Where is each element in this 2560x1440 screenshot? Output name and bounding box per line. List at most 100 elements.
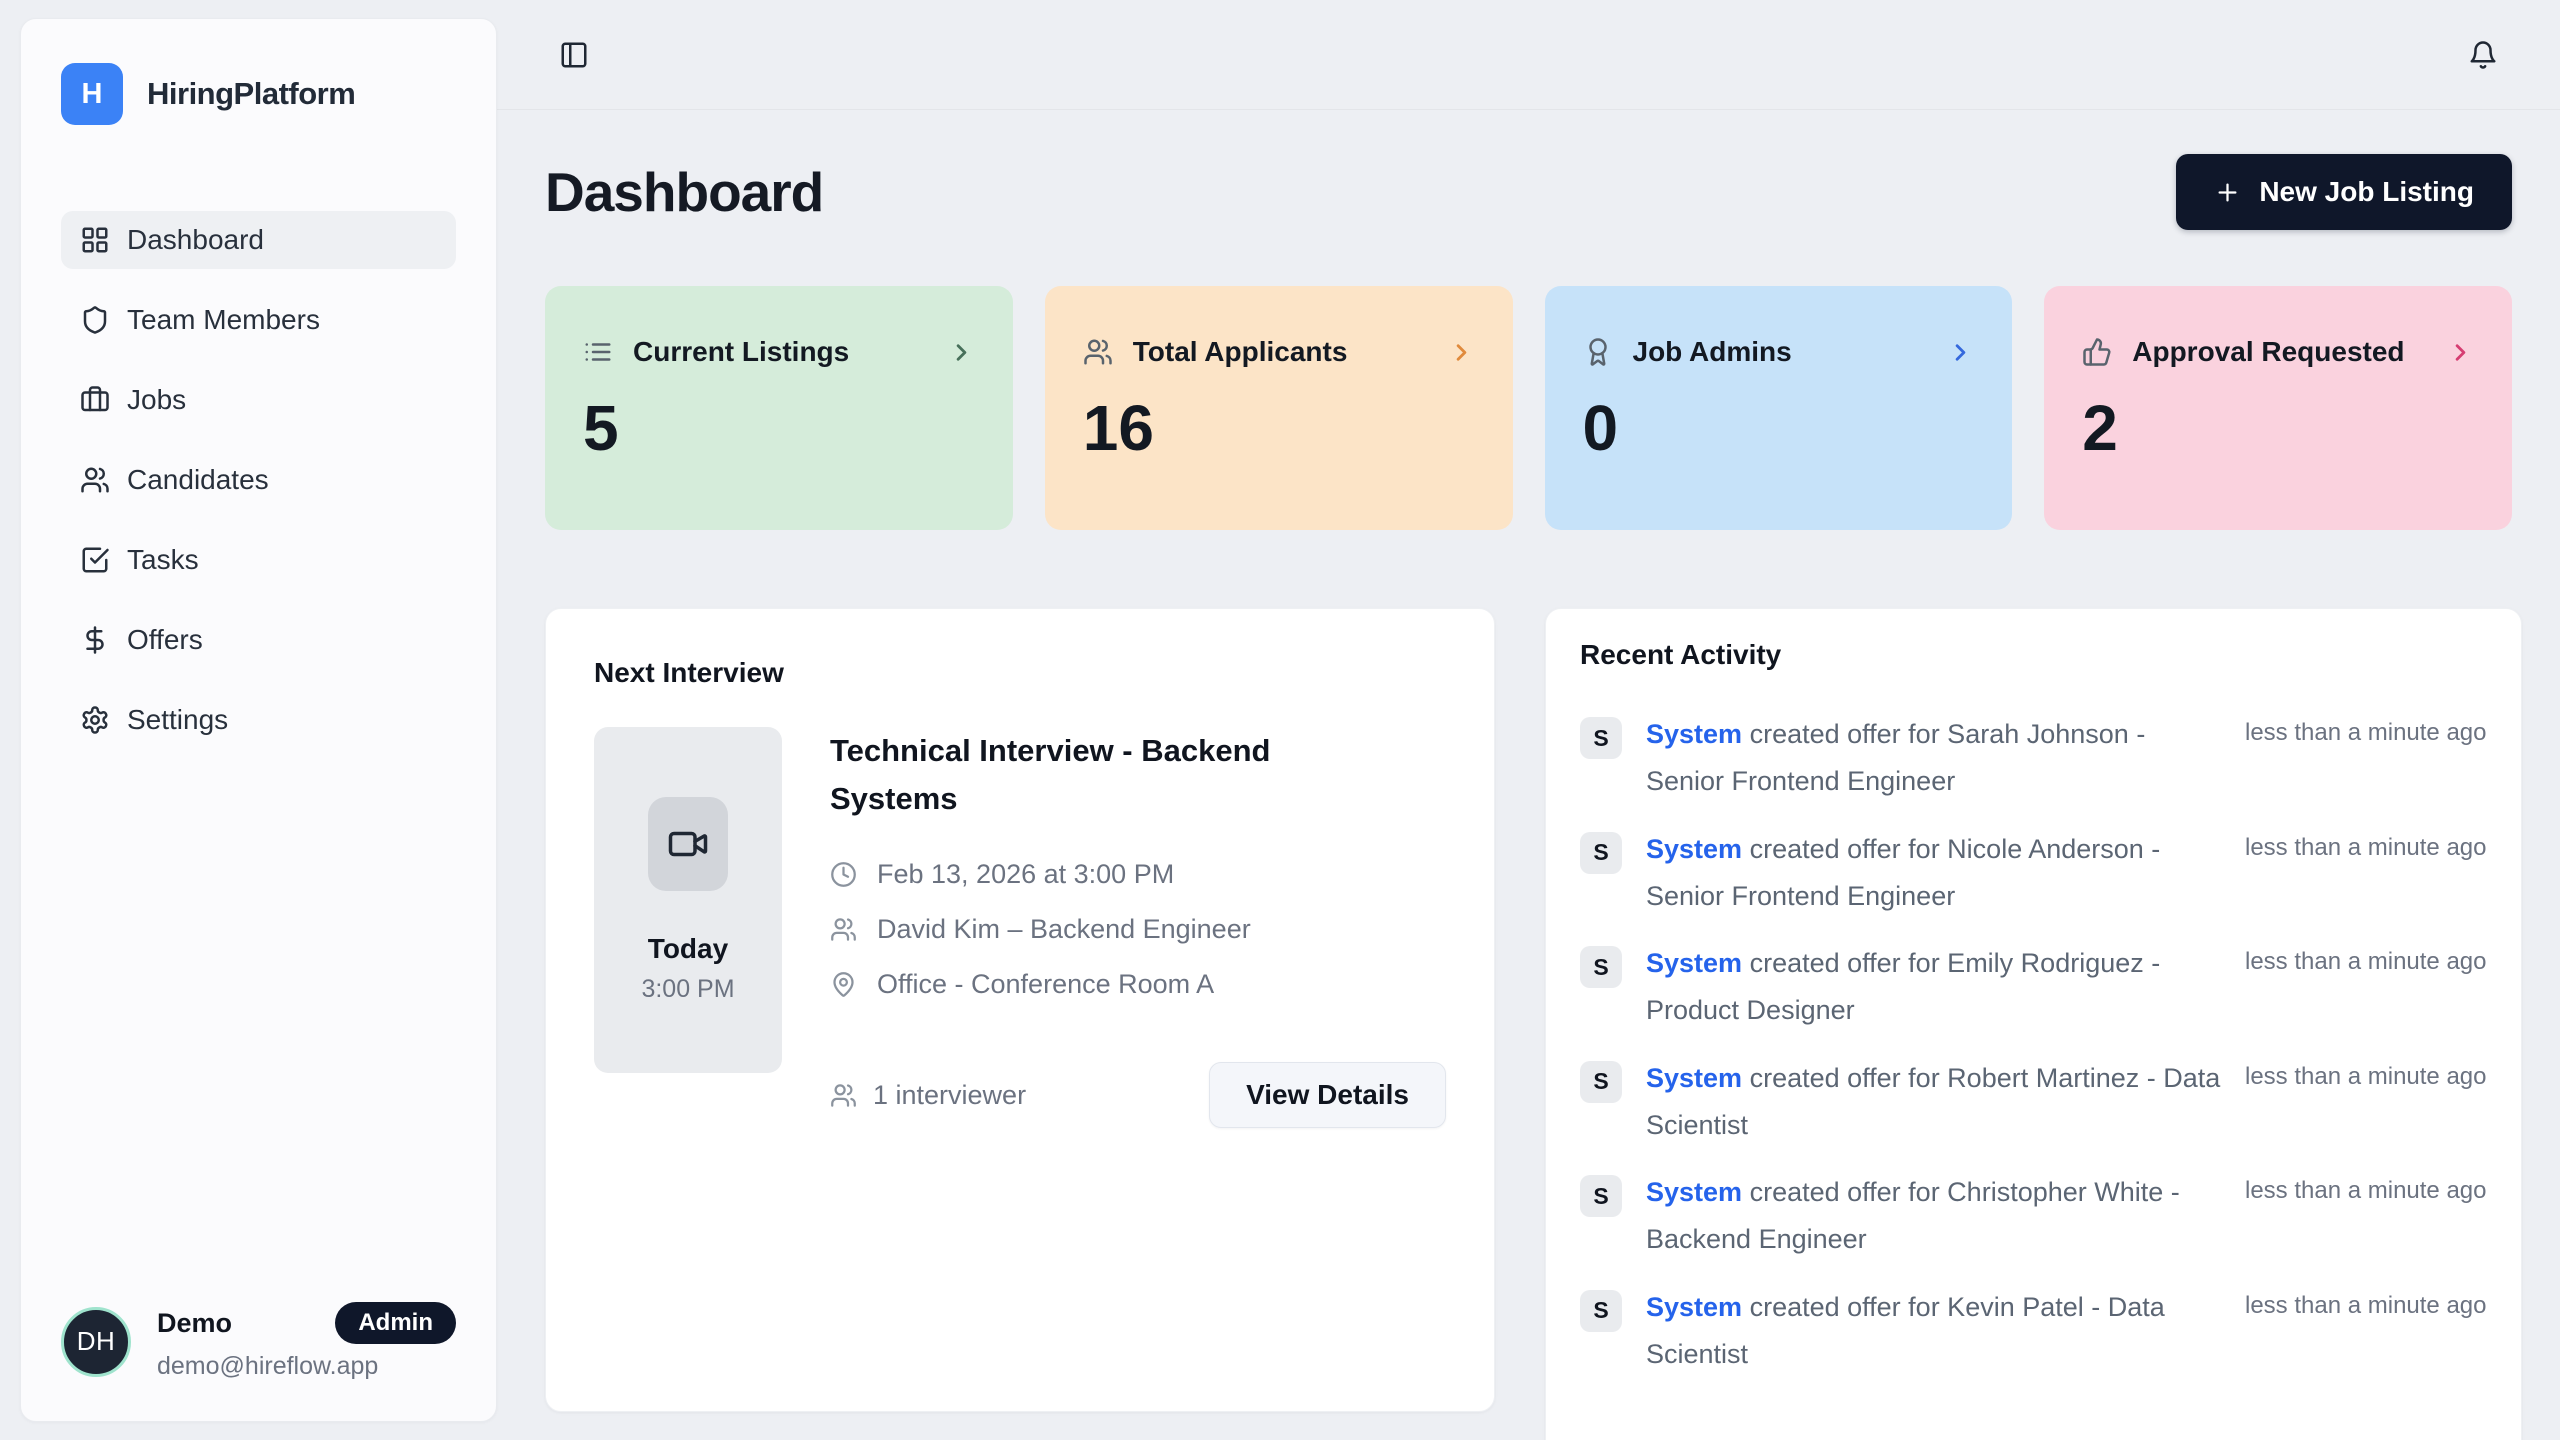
activity-timestamp: less than a minute ago — [2245, 833, 2487, 861]
users-icon — [81, 467, 109, 493]
notifications-button[interactable] — [2454, 26, 2512, 84]
user-email: demo@hireflow.app — [157, 1352, 379, 1380]
activity-item: S System created offer for Kevin Patel -… — [1580, 1289, 2487, 1379]
sidebar-item-jobs[interactable]: Jobs — [61, 371, 456, 429]
sidebar-item-team-members[interactable]: Team Members — [61, 291, 456, 349]
interview-candidate-row: David Kim – Backend Engineer — [830, 914, 1446, 945]
new-job-listing-button[interactable]: New Job Listing — [2176, 154, 2512, 230]
app-name: HiringPlatform — [147, 76, 356, 111]
avatar: DH — [61, 1306, 131, 1377]
activity-item: S System created offer for Robert Martin… — [1580, 1060, 2487, 1150]
bell-icon — [2470, 40, 2496, 69]
activity-timestamp: less than a minute ago — [2245, 719, 2487, 746]
activity-actor-link[interactable]: System — [1646, 1291, 1743, 1322]
interview-datetime-row: Feb 13, 2026 at 3:00 PM — [830, 859, 1446, 890]
activity-timestamp: less than a minute ago — [2245, 1062, 2487, 1090]
next-interview-title: Next Interview — [594, 657, 784, 688]
activity-item: S System created offer for Sarah Johnson… — [1580, 717, 2487, 806]
chevron-right-icon — [948, 339, 975, 366]
interview-time: 3:00 PM — [641, 974, 735, 1003]
stat-label: Approval Requested — [2132, 336, 2405, 367]
sidebar-nav: Dashboard Team Members Jobs Candidates T… — [61, 211, 456, 771]
stat-card-job-admins[interactable]: Job Admins 0 — [1544, 286, 2013, 530]
sidebar-item-label: Jobs — [127, 384, 187, 415]
topbar — [497, 0, 2560, 110]
sidebar: H HiringPlatform Dashboard Team Members … — [20, 18, 497, 1422]
users-icon — [831, 918, 856, 941]
activity-item: S System created offer for Nicole Anders… — [1580, 831, 2487, 921]
layout-grid-icon — [82, 227, 108, 253]
interview-location-row: Office - Conference Room A — [830, 969, 1446, 1000]
sidebar-item-label: Dashboard — [127, 224, 264, 255]
page-title: Dashboard — [545, 161, 824, 223]
users-icon — [831, 1083, 856, 1107]
sidebar-item-label: Team Members — [127, 304, 320, 335]
stat-card-approval-requested[interactable]: Approval Requested 2 — [2044, 286, 2512, 530]
sidebar-item-dashboard[interactable]: Dashboard — [61, 211, 456, 269]
sidebar-item-settings[interactable]: Settings — [61, 691, 456, 749]
activity-avatar: S — [1580, 831, 1622, 874]
stat-value: 16 — [1082, 392, 1154, 464]
award-icon — [1588, 338, 1607, 366]
recent-activity-card: Recent Activity S System created offer f… — [1545, 608, 2522, 1440]
panel-left-icon — [561, 42, 587, 67]
user-profile[interactable]: DH Demo Admin demo@hireflow.app — [61, 1302, 456, 1381]
activity-avatar: S — [1580, 946, 1622, 988]
app-logo-letter: H — [81, 77, 103, 110]
users-icon — [1084, 339, 1112, 365]
plus-icon — [2218, 183, 2237, 201]
interview-day: Today — [647, 932, 729, 964]
interviewer-count: 1 interviewer — [830, 1080, 1026, 1111]
interview-date-tile: Today 3:00 PM — [594, 727, 782, 1073]
view-details-button[interactable]: View Details — [1209, 1062, 1446, 1129]
next-interview-card: Next Interview Today 3:00 PM Technical I… — [545, 608, 1495, 1412]
sidebar-toggle-button[interactable] — [545, 26, 603, 84]
stat-value: 0 — [1582, 392, 1619, 464]
activity-avatar: S — [1580, 717, 1622, 759]
activity-avatar: S — [1580, 1175, 1622, 1217]
sidebar-item-tasks[interactable]: Tasks — [61, 531, 456, 589]
sidebar-item-label: Candidates — [127, 464, 269, 495]
stat-label: Job Admins — [1632, 336, 1792, 367]
activity-action: created offer for Christopher White - Ba… — [1646, 1177, 2180, 1255]
activity-list: S System created offer for Sarah Johnson… — [1580, 717, 2487, 1378]
activity-action: created offer for Sarah Johnson - Senior… — [1646, 719, 2146, 797]
recent-activity-title: Recent Activity — [1580, 639, 1782, 670]
activity-actor-link[interactable]: System — [1646, 833, 1743, 864]
sidebar-item-label: Settings — [127, 704, 229, 735]
activity-actor-link[interactable]: System — [1646, 948, 1743, 978]
content: Dashboard New Job Listing Current Listin… — [497, 110, 2560, 1440]
sidebar-item-candidates[interactable]: Candidates — [61, 451, 456, 509]
avatar-initials: DH — [76, 1326, 116, 1356]
user-info: Demo Admin demo@hireflow.app — [157, 1302, 456, 1381]
user-name: Demo — [157, 1307, 233, 1338]
activity-timestamp: less than a minute ago — [2245, 1177, 2487, 1204]
sidebar-item-label: Tasks — [127, 544, 199, 575]
stat-card-total-applicants[interactable]: Total Applicants 16 — [1044, 286, 1513, 530]
chevron-right-icon — [2447, 339, 2474, 366]
video-tile — [648, 796, 728, 891]
video-icon — [668, 831, 708, 856]
activity-action: created offer for Emily Rodriguez - Prod… — [1646, 948, 2161, 1026]
activity-action: created offer for Kevin Patel - Data Sci… — [1646, 1291, 2165, 1369]
activity-action: created offer for Nicole Anderson - Seni… — [1646, 833, 2161, 911]
stat-card-current-listings[interactable]: Current Listings 5 — [545, 286, 1013, 530]
activity-actor-link[interactable]: System — [1646, 1177, 1743, 1207]
activity-actor-link[interactable]: System — [1646, 1062, 1743, 1093]
stat-value: 5 — [583, 392, 619, 464]
gear-icon — [82, 706, 108, 734]
stat-label: Current Listings — [633, 336, 850, 367]
interview-job-title: Technical Interview - Backend Systems — [830, 733, 1271, 817]
shield-icon — [83, 306, 107, 334]
app-logo-row: H HiringPlatform — [61, 63, 456, 125]
chevron-right-icon — [1448, 339, 1475, 366]
role-badge: Admin — [335, 1302, 456, 1344]
activity-avatar: S — [1580, 1060, 1622, 1103]
sidebar-item-offers[interactable]: Offers — [61, 611, 456, 669]
list-icon — [585, 343, 611, 361]
activity-item: S System created offer for Christopher W… — [1580, 1175, 2487, 1264]
activity-actor-link[interactable]: System — [1646, 719, 1743, 749]
activity-timestamp: less than a minute ago — [2245, 948, 2487, 975]
activity-avatar: S — [1580, 1289, 1622, 1332]
stat-cards: Current Listings 5 Total Applicants 16 — [545, 286, 2512, 530]
